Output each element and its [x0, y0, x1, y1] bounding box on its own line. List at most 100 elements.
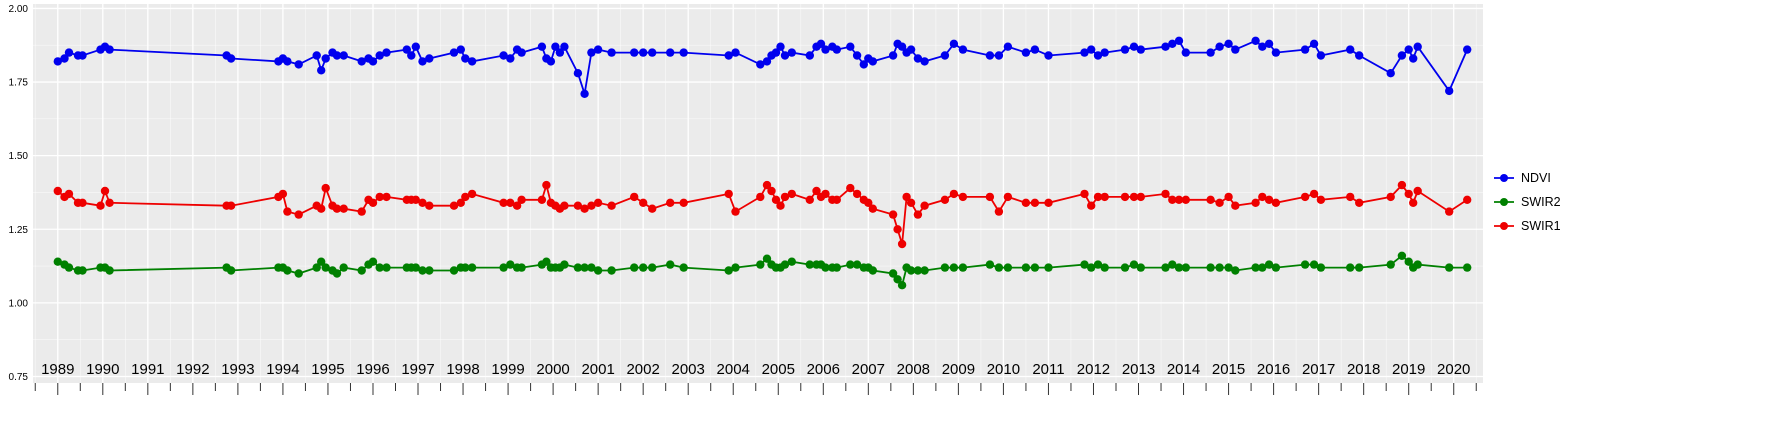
point-swir2: [1413, 260, 1422, 269]
point-ndvi: [1161, 42, 1170, 51]
x-tick-label: 2016: [1257, 361, 1290, 378]
point-ndvi: [1413, 42, 1422, 51]
point-ndvi: [859, 60, 868, 69]
point-swir1: [648, 204, 657, 213]
point-ndvi: [1346, 45, 1355, 54]
point-swir1: [542, 180, 551, 190]
point-swir1: [449, 201, 459, 210]
x-tick-label: 2014: [1167, 361, 1200, 378]
point-swir2: [762, 254, 772, 263]
point-swir1: [1224, 192, 1233, 202]
point-ndvi: [630, 48, 639, 57]
point-swir2: [897, 281, 907, 290]
point-swir2: [411, 263, 420, 272]
point-swir2: [64, 263, 74, 272]
x-tick-label: 2013: [1122, 361, 1155, 378]
point-swir1: [321, 183, 330, 193]
point-ndvi: [846, 42, 855, 51]
point-ndvi: [78, 51, 87, 60]
point-ndvi: [906, 45, 916, 54]
point-swir2: [639, 263, 648, 272]
point-swir1: [679, 198, 688, 207]
point-swir2: [375, 263, 384, 272]
point-swir1: [1413, 186, 1422, 196]
x-tick-label: 1995: [311, 361, 344, 378]
point-ndvi: [456, 45, 465, 54]
point-ndvi: [1355, 51, 1364, 60]
point-ndvi: [1445, 86, 1454, 96]
point-swir1: [278, 189, 288, 199]
point-swir2: [648, 263, 657, 272]
legend-label: SWIR2: [1521, 194, 1561, 209]
point-swir1: [994, 207, 1004, 216]
point-swir2: [1044, 263, 1053, 272]
x-tick-label: 2000: [536, 361, 569, 378]
point-ndvi: [780, 51, 790, 60]
y-tick-label: 2.00: [9, 4, 29, 15]
point-swir1: [425, 201, 434, 210]
point-swir1: [832, 195, 841, 204]
point-ndvi: [897, 42, 907, 51]
point-ndvi: [368, 57, 378, 66]
point-ndvi: [913, 54, 923, 63]
point-swir2: [852, 260, 862, 269]
point-swir1: [1355, 198, 1364, 207]
point-swir2: [1386, 260, 1395, 269]
point-swir1: [226, 201, 236, 210]
point-swir1: [467, 189, 477, 199]
point-swir1: [368, 198, 378, 207]
point-ndvi: [449, 48, 459, 57]
point-swir1: [902, 192, 911, 202]
point-swir2: [317, 257, 326, 266]
point-swir1: [846, 183, 855, 193]
point-swir1: [1316, 195, 1326, 204]
point-swir2: [580, 263, 589, 272]
y-tick-label: 1.50: [9, 151, 29, 162]
point-swir1: [805, 195, 814, 204]
legend-key-point: [1500, 174, 1508, 182]
point-ndvi: [499, 51, 508, 60]
point-ndvi: [1206, 48, 1215, 57]
point-swir2: [1355, 263, 1364, 272]
point-swir1: [375, 192, 384, 202]
point-swir2: [1080, 260, 1089, 269]
point-ndvi: [1003, 42, 1013, 51]
point-swir1: [100, 186, 110, 196]
point-ndvi: [537, 42, 547, 51]
x-tick-label: 2009: [942, 361, 975, 378]
point-swir1: [332, 204, 342, 213]
point-swir1: [639, 198, 648, 207]
point-swir1: [913, 210, 923, 219]
point-swir1: [1136, 192, 1146, 202]
point-ndvi: [1316, 51, 1326, 60]
point-ndvi: [1271, 48, 1281, 57]
point-ndvi: [1397, 51, 1407, 60]
point-swir1: [339, 204, 348, 213]
point-swir1: [868, 204, 877, 213]
point-swir1: [724, 189, 733, 199]
point-ndvi: [1087, 45, 1096, 54]
point-ndvi: [958, 45, 968, 54]
point-swir1: [1346, 192, 1355, 202]
point-swir1: [53, 186, 62, 196]
point-swir1: [1258, 192, 1267, 202]
point-ndvi: [517, 48, 526, 57]
point-swir2: [1264, 260, 1274, 269]
point-swir2: [226, 266, 236, 275]
point-swir2: [868, 266, 877, 275]
point-swir1: [1093, 192, 1103, 202]
point-swir2: [105, 266, 114, 275]
point-swir1: [1030, 198, 1040, 207]
point-swir1: [461, 192, 470, 202]
point-swir2: [821, 263, 830, 272]
point-ndvi: [994, 51, 1004, 60]
point-ndvi: [920, 57, 929, 66]
point-swir2: [332, 269, 342, 278]
point-swir1: [512, 201, 522, 210]
point-swir2: [506, 260, 515, 269]
point-swir2: [1251, 263, 1260, 272]
point-ndvi: [332, 51, 342, 60]
x-tick-label: 2018: [1347, 361, 1380, 378]
x-tick-label: 1993: [221, 361, 254, 378]
point-ndvi: [105, 45, 114, 54]
